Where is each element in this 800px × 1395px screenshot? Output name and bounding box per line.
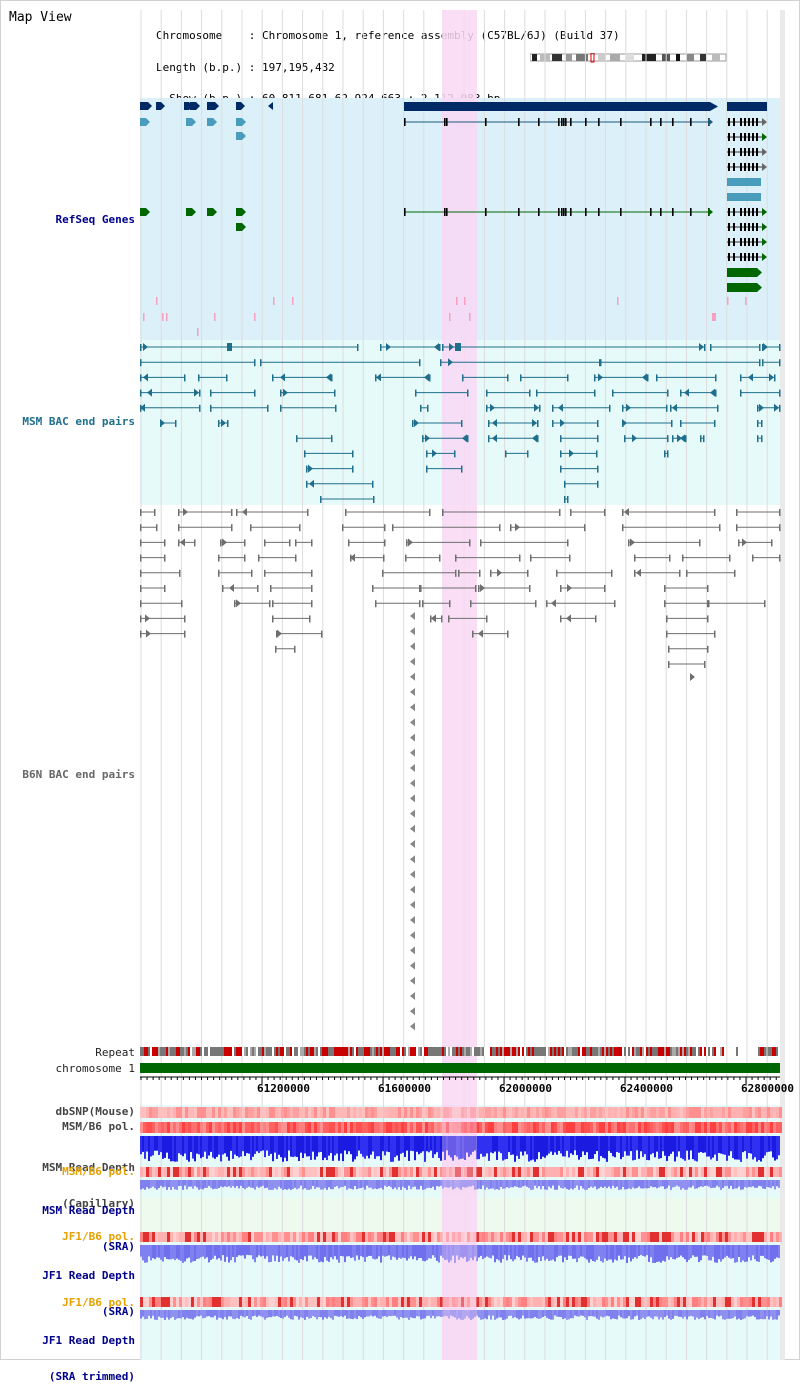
axis-tick-label-2: 61600000 <box>378 1082 431 1095</box>
jf1-trim-line1: JF1 Read Depth <box>42 1334 135 1347</box>
ideogram-band <box>576 54 588 61</box>
page-title: Map View <box>9 10 72 25</box>
track-label-dbsnp: dbSNP(Mouse) <box>55 1105 135 1118</box>
ideogram-band <box>662 54 670 61</box>
ideogram-band <box>540 54 550 61</box>
ideogram-band <box>686 54 694 61</box>
track-label-b6n-bac: B6N BAC end pairs <box>22 768 135 781</box>
track-label-msm-depth-sra: MSM Read Depth (SRA) <box>42 1181 135 1265</box>
ideogram-band <box>598 54 606 61</box>
msm-depth-sra-line1: MSM Read Depth <box>42 1204 135 1217</box>
track-label-msm-b6-pol: MSM/B6 pol. <box>62 1120 135 1133</box>
track-label-msm-b6-pol-sra: MSM/B6 pol. <box>62 1165 135 1178</box>
chromosome-ideogram[interactable] <box>530 53 730 63</box>
info-show-range: Show (b.p.) : 60,811,681-62,924,663 : 2,… <box>156 92 501 105</box>
info-length: Length (b.p.) : 197,195,432 <box>156 60 335 74</box>
track-label-jf1-b6-pol-trim: JF1/B6 pol. <box>62 1296 135 1309</box>
msm-depth-sra-line2: (SRA) <box>101 1240 135 1253</box>
msm-depth-cap-line2: (Capillary) <box>62 1197 135 1210</box>
track-label-jf1-trim: JF1 Read Depth (SRA trimmed) <box>42 1311 135 1395</box>
track-label-jf1-b6-pol: JF1/B6 pol. <box>62 1230 135 1243</box>
msm-depth-cap-line1: MSM Read Depth <box>42 1161 135 1174</box>
jf1-depth-line1: JF1 Read Depth <box>42 1269 135 1282</box>
jf1-depth-line2: (SRA) <box>101 1305 135 1318</box>
axis-tick-label-1: 61200000 <box>257 1082 310 1095</box>
ideogram-band <box>712 54 720 61</box>
ideogram-band <box>642 54 656 61</box>
ideogram-band <box>700 54 706 61</box>
ideogram-band <box>676 54 680 61</box>
ideogram-band <box>626 54 634 61</box>
axis-tick-label-3: 62000000 <box>499 1082 552 1095</box>
ideogram-current-region <box>590 53 595 63</box>
ideogram-band <box>566 54 572 61</box>
info-chromosome: Chromosome : Chromosome 1, reference ass… <box>156 29 620 42</box>
track-label-msm-bac: MSM BAC end pairs <box>22 415 135 428</box>
track-label-chromosome: chromosome 1 <box>55 1062 135 1075</box>
ideogram-band <box>532 54 537 61</box>
track-label-jf1-depth: JF1 Read Depth (SRA) <box>42 1246 135 1330</box>
axis-tick-label-4: 62400000 <box>620 1082 673 1095</box>
track-label-refseq: RefSeq Genes <box>55 213 135 226</box>
track-label-repeat: Repeat <box>95 1046 135 1059</box>
track-label-msm-depth-cap: MSM Read Depth (Capillary) <box>42 1138 135 1222</box>
jf1-trim-line2: (SRA trimmed) <box>48 1370 135 1383</box>
ideogram-band <box>552 54 562 61</box>
axis-tick-label-5: 62800000 <box>741 1082 794 1095</box>
chromosome-info: Chromosome : Chromosome 1, reference ass… <box>148 10 620 147</box>
info-coverage-span: Read coverage check span : 10,000 <box>148 123 367 137</box>
ideogram-band <box>610 54 620 61</box>
